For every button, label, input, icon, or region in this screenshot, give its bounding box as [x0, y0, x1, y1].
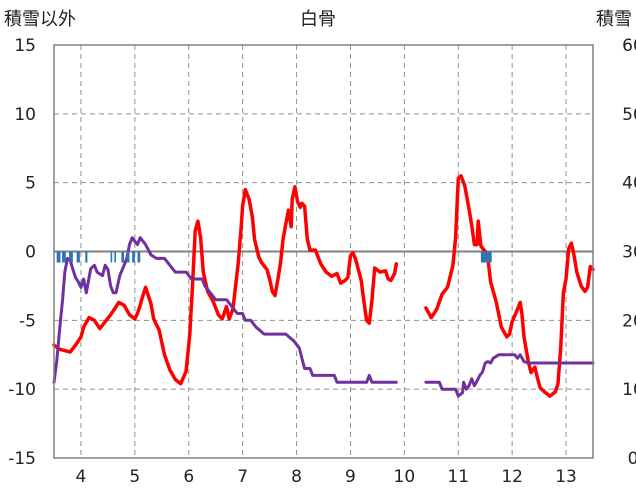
y-axis-right-label: 積雪 — [596, 9, 632, 30]
snowfall-bar — [69, 251, 73, 263]
y-axis-right: 60 50 40 30 20 10 0 — [622, 36, 636, 469]
y-tick-label-left: 0 — [25, 243, 36, 263]
y-tick-label-right: 50 — [622, 105, 636, 125]
purple-series-line — [52, 236, 398, 384]
plot-area-border — [53, 44, 594, 459]
snowfall-bar — [76, 251, 80, 263]
y-tick-label-left: -10 — [8, 380, 36, 400]
snowfall-bar — [486, 251, 488, 263]
y-tick-label-right: 60 — [622, 36, 636, 56]
snowfall-bar — [480, 251, 487, 263]
gridlines — [54, 45, 593, 458]
y-axis-left: 15 10 5 0 -5 -10 -15 — [8, 36, 36, 469]
snowfall-bar — [137, 251, 141, 263]
y-tick-label-left: 10 — [14, 105, 36, 125]
y-tick-label-right: 20 — [622, 311, 636, 331]
snowfall-bar — [114, 251, 116, 263]
snowfall-bar — [85, 251, 88, 263]
snowfall-bar — [487, 251, 492, 263]
purple-series-line — [424, 353, 595, 398]
x-tick-label: 8 — [291, 467, 302, 487]
x-tick-label: 11 — [447, 467, 469, 487]
y-tick-label-right: 0 — [628, 449, 636, 469]
x-axis: 4 5 6 7 8 9 10 11 12 13 — [76, 467, 577, 487]
y-tick-label-right: 10 — [622, 380, 636, 400]
snowfall-bar — [132, 251, 135, 263]
y-tick-label-left: 15 — [14, 36, 36, 56]
y-tick-label-left: -5 — [19, 311, 36, 331]
x-tick-label: 6 — [183, 467, 194, 487]
red-series-line — [52, 185, 399, 386]
snowfall-bar — [126, 251, 130, 263]
x-tick-label: 5 — [129, 467, 140, 487]
snowfall-bar — [121, 251, 125, 263]
snowfall-bar — [110, 251, 113, 263]
x-tick-label: 7 — [237, 467, 248, 487]
chart-title: 白骨 — [300, 9, 336, 30]
snowfall-bar — [56, 251, 61, 263]
y-axis-left-label: 積雪以外 — [4, 9, 76, 30]
y-tick-label-right: 40 — [622, 174, 636, 194]
x-tick-label: 13 — [555, 467, 577, 487]
snowfall-bar — [62, 251, 66, 263]
x-tick-label: 9 — [345, 467, 356, 487]
y-tick-label-left: -15 — [8, 449, 36, 469]
y-tick-label-left: 5 — [25, 174, 36, 194]
series-layer — [52, 174, 595, 398]
x-tick-label: 4 — [76, 467, 87, 487]
x-tick-label: 10 — [394, 467, 416, 487]
red-series-line — [424, 174, 595, 398]
x-tick-label: 12 — [501, 467, 523, 487]
y-tick-label-right: 30 — [622, 243, 636, 263]
